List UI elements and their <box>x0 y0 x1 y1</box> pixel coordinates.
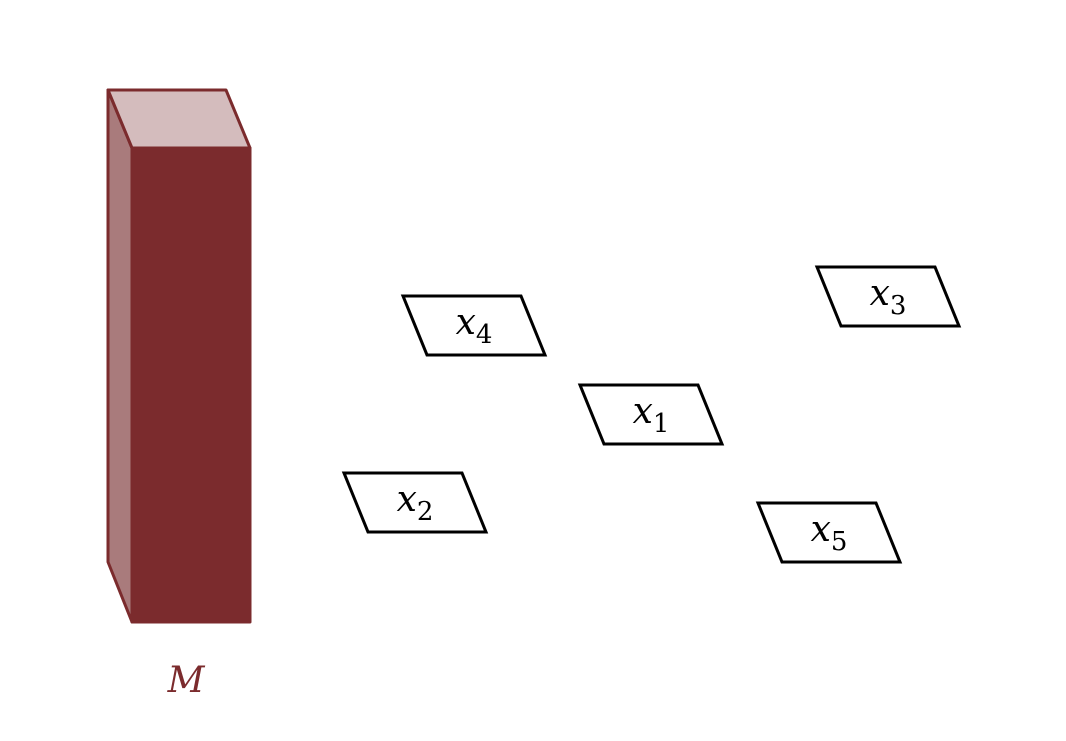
node: x2 <box>341 471 489 534</box>
node-shape <box>577 383 725 446</box>
node-sub: 2 <box>417 497 434 527</box>
block-front <box>130 146 252 624</box>
node-label: x1 <box>633 391 670 439</box>
memory-block <box>106 88 252 624</box>
node-sub: 5 <box>831 527 848 557</box>
node: x1 <box>577 383 725 446</box>
node: x3 <box>814 265 962 328</box>
node-label: x5 <box>811 509 848 557</box>
block-label: M <box>167 660 206 701</box>
node-shape <box>755 501 903 564</box>
block-top <box>106 88 252 150</box>
node-shape <box>814 265 962 328</box>
node: x5 <box>755 501 903 564</box>
node-var: x <box>870 273 890 314</box>
node-sub: 3 <box>890 291 907 321</box>
node-var: x <box>811 509 831 550</box>
node-label: x4 <box>456 302 493 350</box>
node-sub: 1 <box>653 409 670 439</box>
node-var: x <box>456 302 476 343</box>
node-var: x <box>633 391 653 432</box>
node: x4 <box>400 294 548 357</box>
block-side <box>106 88 134 624</box>
node-label: x2 <box>397 479 434 527</box>
node-shape <box>341 471 489 534</box>
node-sub: 4 <box>476 320 493 350</box>
node-var: x <box>397 479 417 520</box>
node-label: x3 <box>870 273 907 321</box>
node-shape <box>400 294 548 357</box>
